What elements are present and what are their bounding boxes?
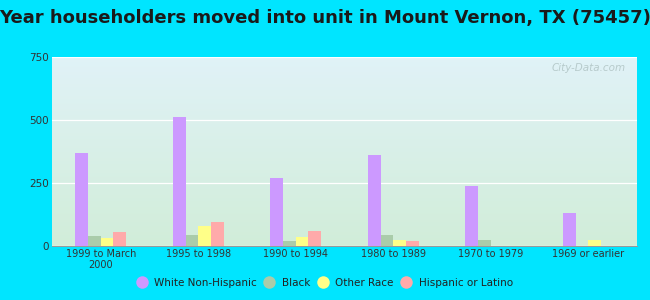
Bar (368, 155, 381, 246)
Bar (465, 185, 478, 246)
Text: City-Data.com: City-Data.com (551, 63, 625, 73)
Bar (270, 178, 283, 246)
Bar (406, 241, 419, 246)
Bar (296, 237, 309, 246)
Bar (283, 241, 296, 246)
Bar (88, 236, 101, 246)
Bar (563, 213, 575, 246)
Legend: White Non-Hispanic, Black, Other Race, Hispanic or Latino: White Non-Hispanic, Black, Other Race, H… (133, 274, 517, 292)
Bar (211, 222, 224, 246)
Bar (588, 240, 601, 246)
Text: Year householders moved into unit in Mount Vernon, TX (75457): Year householders moved into unit in Mou… (0, 9, 650, 27)
Bar (478, 240, 491, 246)
Bar (113, 232, 126, 246)
Bar (101, 238, 113, 246)
Bar (173, 118, 186, 246)
Bar (198, 226, 211, 246)
Bar (75, 153, 88, 246)
Bar (393, 240, 406, 246)
Bar (186, 235, 198, 246)
Bar (381, 235, 393, 246)
Bar (308, 231, 321, 246)
